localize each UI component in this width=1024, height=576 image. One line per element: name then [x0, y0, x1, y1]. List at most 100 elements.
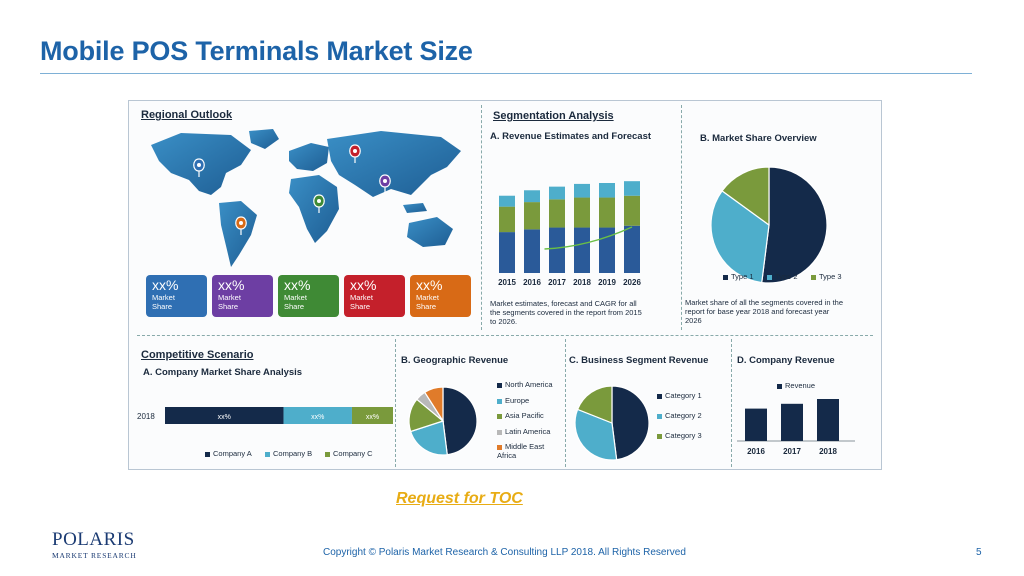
revenue-note-line: Market estimates, forecast and CAGR for … [490, 299, 637, 308]
geographic-pie [408, 386, 478, 456]
legend-label: Type 3 [819, 272, 842, 281]
pin-africa [313, 194, 325, 213]
stacked-bar-segment [499, 206, 515, 233]
region-card-4: xx% Market Share [344, 275, 405, 317]
region-card-label: Market [284, 293, 307, 302]
slide-title: Mobile POS Terminals Market Size [40, 36, 473, 66]
greenland-shape [249, 129, 279, 149]
x-tick-label: 2026 [623, 278, 641, 287]
title-divider [40, 73, 972, 74]
legend-swatch [767, 274, 772, 280]
pie-slice [409, 420, 448, 456]
x-tick-label: 2018 [819, 447, 837, 456]
legend-swatch [657, 433, 662, 439]
pie-slice [761, 166, 828, 284]
trend-line [544, 226, 633, 250]
stacked-bar-segment [574, 197, 590, 228]
bar [745, 408, 767, 441]
pie-slice [721, 166, 770, 227]
legend-item: Category 3 [657, 431, 702, 440]
divider-vertical [681, 105, 682, 330]
market-share-pie [710, 166, 828, 284]
bar [817, 399, 839, 441]
stacked-bar-segment [283, 407, 352, 424]
region-card-pct: xx% [218, 277, 245, 293]
region-card-1: xx% Market Share [146, 275, 207, 317]
legend-item: Company C [325, 449, 373, 458]
x-tick-label: 2015 [498, 278, 516, 287]
legend-label: Company B [273, 449, 313, 458]
data-label: xx% [311, 414, 324, 421]
company-revenue-title: D. Company Revenue [737, 355, 835, 366]
legend-item: Middle East Africa [497, 442, 557, 460]
legend-swatch [497, 444, 502, 450]
legend-item: Type 3 [811, 272, 842, 281]
region-card-pct: xx% [416, 277, 443, 293]
region-card-2: xx% Market Share [212, 275, 273, 317]
legend-label: Latin America [505, 427, 551, 436]
revenue-note: Market estimates, forecast and CAGR for … [490, 299, 642, 326]
y-tick-label: 2018 [137, 412, 155, 421]
legend-swatch [497, 429, 502, 435]
legend-label: Europe [505, 396, 530, 405]
legend-swatch [657, 393, 662, 399]
region-card-label: Market [152, 293, 175, 302]
islands-shape [403, 203, 427, 213]
x-tick-label: 2017 [548, 278, 566, 287]
world-map [151, 129, 461, 267]
x-tick-label: 2017 [783, 447, 801, 456]
divider-vertical [565, 339, 566, 467]
data-label: xx% [218, 414, 231, 421]
share-note: Market share of all the segments covered… [685, 298, 843, 325]
legend-item: Company B [265, 449, 312, 458]
request-toc-link[interactable]: Request for TOC [396, 490, 523, 507]
region-card-label: Market [218, 293, 241, 302]
divider-horizontal [137, 335, 873, 336]
region-card-pct: xx% [284, 277, 311, 293]
region-card-5: xx% Market Share [410, 275, 471, 317]
infographic-panel: Regional Outlook xx% Market Share xx% Marke… [128, 100, 882, 470]
legend-swatch [497, 382, 502, 388]
legend-label: Asia Pacific [505, 411, 544, 420]
asia-shape [327, 131, 461, 197]
stacked-bar-segment [499, 232, 515, 273]
pie-slice [442, 386, 478, 456]
stacked-bar-segment [624, 225, 640, 273]
company-revenue-chart: 2016 2017 2018 [737, 399, 855, 456]
x-tick-label: 2016 [523, 278, 541, 287]
share-note-line: report for base year 2018 and forecast y… [685, 307, 830, 316]
legend-item: Category 1 [657, 391, 702, 400]
legend-label: Category 1 [665, 391, 702, 400]
region-card-label: Market [350, 293, 373, 302]
stacked-bar-segment [549, 199, 565, 228]
pie-slice [710, 190, 770, 284]
legend-item: Type 1 [723, 272, 754, 281]
business-segment-title: C. Business Segment Revenue [569, 355, 709, 366]
region-card-label: Share [416, 302, 437, 311]
legend-item: Type 2 [767, 272, 798, 281]
legend-swatch [657, 413, 662, 419]
legend-label: Type 1 [731, 272, 754, 281]
stacked-bar-segment [624, 181, 640, 196]
divider-vertical [481, 105, 482, 330]
pie-slice [574, 408, 618, 461]
legend-item: Category 2 [657, 411, 702, 420]
stacked-bar-segment [599, 183, 615, 198]
legend-item: Latin America [497, 427, 550, 436]
pin-europe [349, 144, 361, 163]
polaris-logo: POLARIS MARKET RESEARCH [52, 530, 137, 560]
pie-slice [611, 385, 650, 461]
divider-vertical [395, 339, 396, 467]
legend-label: Company A [213, 449, 252, 458]
stacked-bar-segment [499, 195, 515, 207]
south-america-shape [219, 201, 257, 267]
divider-vertical [731, 339, 732, 467]
pie-slice [423, 386, 444, 424]
regional-outlook-title: Regional Outlook [141, 109, 233, 121]
pin-asia [379, 174, 391, 193]
legend-label: Revenue [785, 381, 816, 390]
page-number: 5 [976, 547, 982, 558]
legend-swatch [205, 451, 210, 457]
pie-slice [576, 385, 613, 424]
competitive-title: Competitive Scenario [141, 349, 254, 361]
